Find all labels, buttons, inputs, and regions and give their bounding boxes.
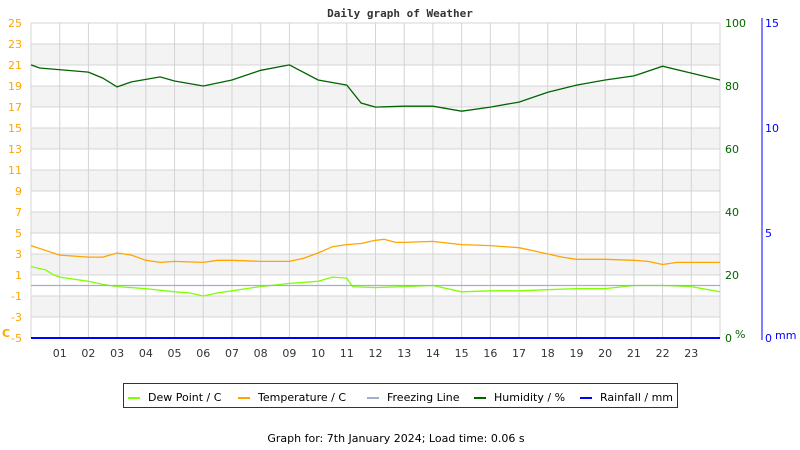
x-tick-label: 04 [139, 347, 153, 360]
x-tick-label: 17 [512, 347, 526, 360]
x-tick-label: 05 [168, 347, 182, 360]
x-tick-label: 15 [455, 347, 469, 360]
temperature-tick-label: 25 [8, 17, 22, 30]
x-tick-label: 01 [53, 347, 67, 360]
x-tick-label: 21 [627, 347, 641, 360]
rainfall-tick-label: 15 [765, 17, 779, 30]
x-tick-label: 06 [196, 347, 210, 360]
x-tick-label: 18 [541, 347, 555, 360]
legend-label: Dew Point / C [148, 391, 222, 404]
temperature-tick-label: 19 [8, 80, 22, 93]
legend: Dew Point / C Temperature / C Freezing Lin… [123, 383, 678, 408]
x-tick-label: 16 [483, 347, 497, 360]
x-tick-label: 07 [225, 347, 239, 360]
temperature-tick-label: 7 [15, 206, 22, 219]
x-tick-label: 08 [254, 347, 268, 360]
x-tick-label: 14 [426, 347, 440, 360]
x-tick-label: 10 [311, 347, 325, 360]
temperature-tick-label: 17 [8, 101, 22, 114]
temperature-tick-label: 1 [15, 269, 22, 282]
legend-label: Freezing Line [387, 391, 460, 404]
x-tick-label: 20 [598, 347, 612, 360]
x-tick-label: 13 [397, 347, 411, 360]
x-tick-label: 11 [340, 347, 354, 360]
rainfall-unit-label: mm [775, 329, 796, 342]
temperature-tick-label: -3 [11, 311, 22, 324]
rainfall-tick-label: 5 [765, 227, 772, 240]
humidity-tick-label: 20 [725, 269, 739, 282]
rainfall-tick-label: 0 [765, 332, 772, 345]
legend-label: Temperature / C [257, 391, 346, 404]
legend-box [123, 383, 678, 408]
x-tick-label: 02 [81, 347, 95, 360]
humidity-tick-label: 40 [725, 206, 739, 219]
humidity-tick-label: 100 [725, 17, 746, 30]
humidity-unit-label: % [735, 328, 745, 341]
humidity-tick-label: 60 [725, 143, 739, 156]
temperature-tick-label: 3 [15, 248, 22, 261]
temperature-tick-label: 21 [8, 59, 22, 72]
temperature-tick-label: -5 [11, 332, 22, 345]
legend-label: Rainfall / mm [600, 391, 673, 404]
footer-text: Graph for: 7th January 2024; Load time: … [267, 432, 524, 445]
temperature-tick-label: 15 [8, 122, 22, 135]
temperature-tick-label: 13 [8, 143, 22, 156]
temperature-tick-label: 23 [8, 38, 22, 51]
series-line-humidity [30, 64, 721, 112]
x-tick-label: 23 [684, 347, 698, 360]
x-tick-label: 22 [656, 347, 670, 360]
x-tick-label: 12 [369, 347, 383, 360]
x-tick-label: 09 [282, 347, 296, 360]
temperature-tick-label: 9 [15, 185, 22, 198]
humidity-tick-label: 80 [725, 80, 739, 93]
rainfall-tick-label: 10 [765, 122, 779, 135]
series-line-temperature [30, 238, 720, 266]
legend-label: Humidity / % [494, 391, 565, 404]
chart-title: Daily graph of Weather [327, 7, 473, 20]
humidity-tick-label: 0 [725, 332, 732, 345]
x-tick-label: 19 [569, 347, 583, 360]
temperature-tick-label: 11 [8, 164, 22, 177]
temperature-tick-label: -1 [11, 290, 22, 303]
x-tick-label: 03 [110, 347, 124, 360]
temperature-unit-label: C [2, 327, 10, 340]
temperature-tick-label: 5 [15, 227, 22, 240]
